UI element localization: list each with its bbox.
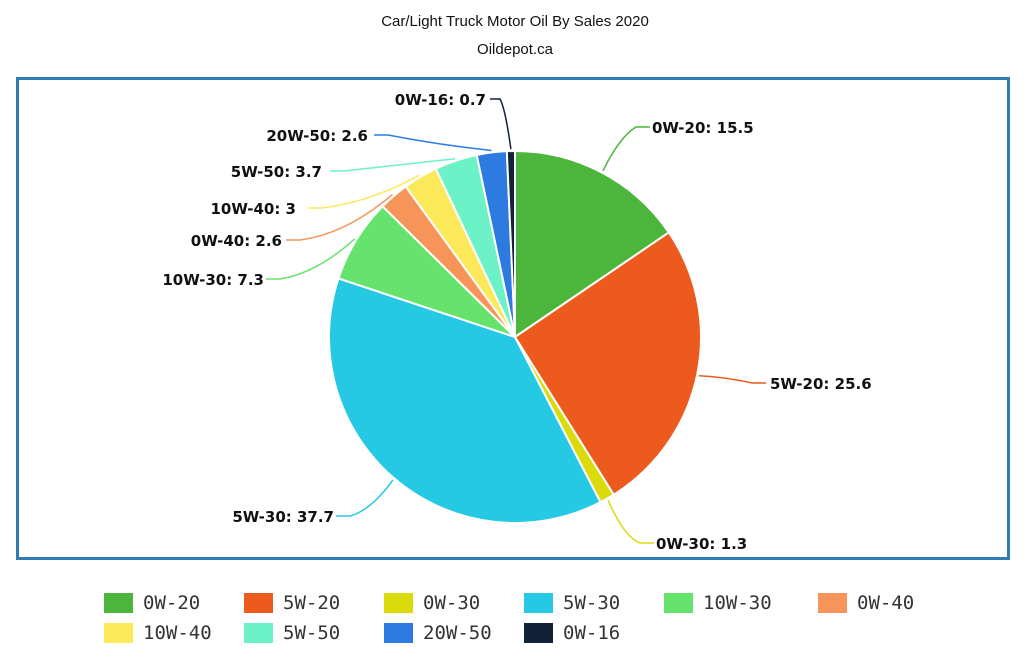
pie-slice-0w-20	[514, 149, 671, 339]
connector-line-10w-40	[308, 174, 420, 209]
legend-swatch	[384, 593, 413, 613]
connector-line-0w-30	[607, 500, 654, 544]
legend-item-0w-30: 0W-30	[384, 592, 480, 614]
legend-label: 0W-20	[143, 592, 201, 614]
legend-item-5w-50: 5W-50	[244, 622, 340, 644]
data-label-10w-40: 10W-40: 3	[210, 200, 296, 218]
legend-swatch	[244, 593, 273, 613]
connector-line-0w-20	[602, 126, 650, 172]
data-label-10w-30: 10W-30: 7.3	[162, 271, 264, 289]
data-label-0w-30: 0W-30: 1.3	[656, 535, 747, 553]
connector-line-0w-16	[490, 98, 512, 150]
data-label-0w-16: 0W-16: 0.7	[395, 91, 486, 109]
pie-slice-0w-16	[505, 149, 516, 338]
legend-swatch	[384, 623, 413, 643]
legend-item-20w-50: 20W-50	[384, 622, 492, 644]
chart-subtitle: Oildepot.ca	[477, 41, 553, 58]
data-label-20w-50: 20W-50: 2.6	[266, 127, 368, 145]
legend-item-0w-40: 0W-40	[818, 592, 914, 614]
legend-label: 0W-30	[423, 592, 481, 614]
connector-line-20w-50	[374, 134, 492, 152]
connector-line-5w-30	[336, 479, 394, 517]
chart-frame	[16, 77, 1010, 560]
connector-line-10w-30	[266, 238, 356, 280]
legend-item-10w-30: 10W-30	[664, 592, 772, 614]
legend-swatch	[524, 593, 553, 613]
data-label-5w-30: 5W-30: 37.7	[232, 508, 334, 526]
legend-label: 5W-20	[283, 592, 341, 614]
legend-row: 10W-40 5W-50 20W-50 0W-16	[104, 622, 1004, 652]
pie-slice-5w-30	[328, 277, 602, 524]
pie-chart: 0W-20: 15.5 5W-20: 25.6 0W-30: 1.3 5W-30: 3…	[162, 91, 872, 553]
legend-label: 5W-50	[283, 622, 341, 644]
legend-label: 0W-16	[563, 622, 621, 644]
legend-label: 0W-40	[857, 592, 915, 614]
legend-label: 10W-40	[143, 622, 212, 644]
legend-label: 20W-50	[423, 622, 492, 644]
connector-line-5w-50	[330, 158, 456, 172]
legend-swatch	[244, 623, 273, 643]
legend-swatch	[664, 593, 693, 613]
legend-item-0w-20: 0W-20	[104, 592, 200, 614]
chart-title: Car/Light Truck Motor Oil By Sales 2020	[381, 13, 649, 30]
pie-slice-5w-20	[513, 231, 702, 497]
legend-swatch	[818, 593, 847, 613]
legend-item-5w-20: 5W-20	[244, 592, 340, 614]
legend-label: 5W-30	[563, 592, 621, 614]
legend-item-5w-30: 5W-30	[524, 592, 620, 614]
connector-line-0w-40	[286, 193, 393, 241]
legend-item-10w-40: 10W-40	[104, 622, 212, 644]
data-label-0w-20: 0W-20: 15.5	[652, 119, 754, 137]
data-label-0w-40: 0W-40: 2.6	[191, 232, 282, 250]
legend-swatch	[524, 623, 553, 643]
legend-item-0w-16: 0W-16	[524, 622, 620, 644]
legend-row: 0W-20 5W-20 0W-30 5W-30 10W-30 0W-40	[104, 592, 1004, 622]
legend-swatch	[104, 593, 133, 613]
legend-swatch	[104, 623, 133, 643]
legend-label: 10W-30	[703, 592, 772, 614]
connector-line-5w-20	[698, 374, 766, 384]
legend: 0W-20 5W-20 0W-30 5W-30 10W-30 0W-40 10W-40 5W…	[104, 592, 1004, 652]
data-label-5w-50: 5W-50: 3.7	[231, 163, 322, 181]
data-label-5w-20: 5W-20: 25.6	[770, 375, 872, 393]
